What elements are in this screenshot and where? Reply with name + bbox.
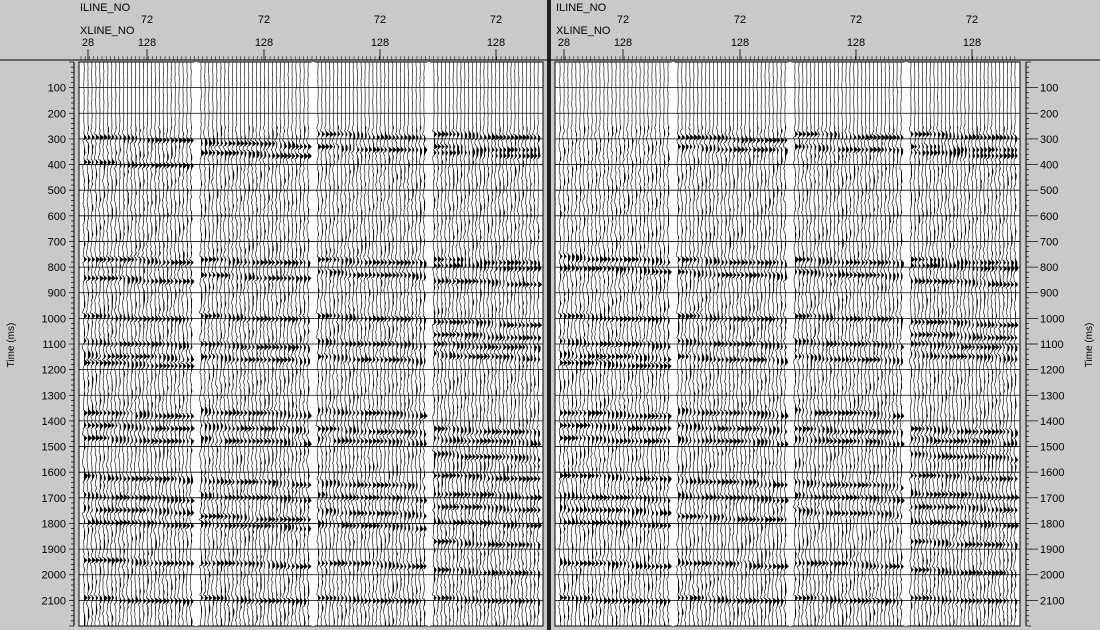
xline-tick-label: 128: [371, 37, 389, 49]
y-tick-label-right: 600: [1040, 211, 1058, 223]
y-tick-label-left: 1200: [42, 365, 66, 377]
y-tick-label-left: 1900: [42, 544, 66, 556]
xline-tick-label: 128: [847, 37, 865, 49]
trace-fill: [304, 62, 308, 626]
y-tick-label-right: 1200: [1040, 365, 1064, 377]
y-tick-label-right: 500: [1040, 185, 1058, 197]
xline-tick-label: 128: [138, 37, 156, 49]
y-tick-label-left: 300: [48, 134, 66, 146]
trace-fill: [321, 62, 326, 626]
y-tick-label-right: 1300: [1040, 390, 1064, 402]
trace-fill: [416, 62, 420, 626]
y-tick-label-left: 2100: [42, 595, 66, 607]
y-tick-label-right: 1400: [1040, 416, 1064, 428]
trace-fill: [412, 62, 416, 626]
y-tick-label-left: 400: [48, 160, 66, 172]
header-xline-label: XLINE_NO: [80, 25, 135, 37]
trace-fill: [272, 62, 276, 626]
iline-tick-label: 72: [850, 14, 862, 26]
y-tick-label-right: 1900: [1040, 544, 1064, 556]
y-tick-label-right: 100: [1040, 83, 1058, 95]
iline-tick-label: 72: [141, 14, 153, 26]
y-tick-label-right: 800: [1040, 262, 1058, 274]
y-tick-label-left: 1100: [42, 339, 66, 351]
y-tick-label-left: 800: [48, 262, 66, 274]
y-tick-label-right: 1600: [1040, 467, 1064, 479]
y-tick-label-right: 200: [1040, 108, 1058, 120]
trace-fill: [885, 62, 889, 626]
xline-tick-label: 128: [255, 37, 273, 49]
y-tick-label-left: 700: [48, 236, 66, 248]
y-tick-label-left: 1400: [42, 416, 66, 428]
trace-fill: [773, 62, 777, 626]
header-iline-label: ILINE_NO: [80, 2, 131, 14]
trace-fill: [337, 62, 342, 626]
xline-tick-label: 128: [614, 37, 632, 49]
y-axis-title-right: Time (ms): [1084, 323, 1095, 368]
y-tick-label-right: 700: [1040, 236, 1058, 248]
y-tick-label-right: 1500: [1040, 442, 1064, 454]
y-tick-label-left: 1300: [42, 390, 66, 402]
y-tick-label-left: 900: [48, 288, 66, 300]
y-tick-label-left: 1800: [42, 518, 66, 530]
xline-tick-label: 28: [558, 37, 570, 49]
trace-fill: [472, 62, 477, 626]
iline-tick-label: 72: [490, 14, 502, 26]
y-tick-label-left: 1500: [42, 442, 66, 454]
xline-tick-label: 28: [82, 37, 94, 49]
xline-tick-label: 128: [487, 37, 505, 49]
header-xline-label: XLINE_NO: [556, 25, 611, 37]
trace-fill: [806, 62, 811, 626]
trace-fill: [893, 62, 897, 626]
trace-fill: [949, 62, 954, 626]
trace-fill: [476, 62, 480, 626]
trace-fill: [668, 62, 672, 626]
y-tick-label-right: 1100: [1040, 339, 1064, 351]
trace-fill: [329, 62, 334, 626]
panel-divider: [547, 0, 551, 630]
y-tick-label-left: 2000: [42, 570, 66, 582]
iline-tick-label: 72: [374, 14, 386, 26]
xline-tick-label: 128: [731, 37, 749, 49]
trace-fill: [99, 62, 104, 626]
y-tick-label-right: 400: [1040, 160, 1058, 172]
trace-fill: [869, 62, 874, 626]
y-tick-label-left: 1600: [42, 467, 66, 479]
y-tick-label-right: 300: [1040, 134, 1058, 146]
y-tick-label-right: 2000: [1040, 570, 1064, 582]
trace-fill: [757, 62, 761, 626]
y-tick-label-right: 1700: [1040, 493, 1064, 505]
xline-tick-label: 128: [963, 37, 981, 49]
header-iline-label: ILINE_NO: [556, 2, 607, 14]
iline-tick-label: 72: [258, 14, 270, 26]
trace-fill: [276, 62, 280, 626]
y-tick-label-left: 1700: [42, 493, 66, 505]
y-tick-label-right: 1800: [1040, 518, 1064, 530]
y-tick-label-left: 1000: [42, 313, 66, 325]
y-tick-label-left: 200: [48, 108, 66, 120]
iline-tick-label: 72: [617, 14, 629, 26]
y-tick-label-left: 500: [48, 185, 66, 197]
y-tick-label-right: 900: [1040, 288, 1058, 300]
iline-tick-label: 72: [966, 14, 978, 26]
trace-fill: [810, 62, 815, 626]
iline-tick-label: 72: [734, 14, 746, 26]
y-tick-label-left: 600: [48, 211, 66, 223]
y-tick-label-right: 1000: [1040, 313, 1064, 325]
y-tick-label-right: 2100: [1040, 595, 1064, 607]
y-tick-label-left: 100: [48, 83, 66, 95]
trace-fill: [972, 62, 976, 626]
trace-fill: [785, 62, 789, 626]
y-axis-title-left: Time (ms): [6, 323, 17, 368]
